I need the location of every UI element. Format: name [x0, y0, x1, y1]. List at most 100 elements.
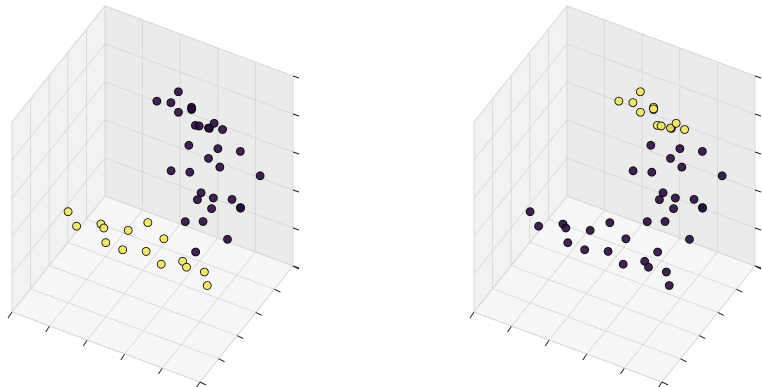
- point: [204, 123, 213, 133]
- tick-mark: [754, 113, 762, 117]
- point: [99, 223, 109, 233]
- point: [196, 188, 206, 198]
- point: [194, 121, 204, 131]
- grid-line: [124, 237, 219, 355]
- point: [698, 203, 707, 213]
- tick-mark: [736, 288, 743, 293]
- grid-line: [11, 195, 106, 313]
- point: [689, 194, 699, 204]
- point: [173, 87, 183, 97]
- point: [182, 262, 191, 272]
- tick-mark: [658, 381, 663, 387]
- point: [255, 171, 265, 181]
- point: [614, 96, 624, 106]
- point: [671, 118, 681, 128]
- tick-mark: [199, 381, 207, 386]
- point: [118, 245, 128, 255]
- tick-mark: [7, 311, 13, 319]
- point: [208, 193, 218, 203]
- point: [658, 188, 668, 198]
- point: [642, 217, 652, 227]
- tick-mark: [82, 339, 88, 347]
- point: [223, 234, 232, 244]
- grid-line: [473, 5, 568, 123]
- point: [661, 267, 671, 277]
- point: [143, 218, 153, 228]
- tick-mark: [157, 367, 163, 375]
- point: [235, 146, 245, 156]
- tick-mark: [754, 265, 762, 269]
- tick-mark: [469, 311, 475, 319]
- point: [227, 194, 237, 204]
- grid-line: [86, 218, 275, 290]
- grid-line: [11, 119, 106, 237]
- point: [184, 140, 194, 150]
- tick-mark: [218, 358, 225, 363]
- grid-line: [473, 119, 568, 237]
- point: [618, 259, 628, 269]
- grid-line: [104, 5, 294, 77]
- grid-line: [11, 43, 106, 161]
- tick-mark: [120, 353, 126, 361]
- grid-line: [473, 157, 568, 275]
- tick-mark: [754, 151, 762, 155]
- point: [646, 140, 656, 150]
- tick-mark: [717, 311, 725, 316]
- point: [628, 166, 638, 176]
- point: [166, 166, 176, 176]
- tick-mark: [680, 358, 687, 363]
- point: [717, 171, 727, 181]
- tick-mark: [196, 381, 201, 387]
- grid-line: [104, 81, 294, 153]
- point: [525, 207, 535, 217]
- grid-line: [104, 43, 294, 115]
- grid-line: [11, 311, 201, 383]
- grid-line: [548, 223, 643, 341]
- point: [152, 96, 162, 106]
- tick-mark: [274, 288, 281, 293]
- point: [603, 247, 613, 256]
- grid-line: [199, 265, 294, 383]
- point: [561, 223, 571, 233]
- panel: [7, 4, 300, 387]
- point: [680, 125, 689, 134]
- point: [187, 104, 196, 114]
- point: [199, 267, 209, 277]
- grid-line: [473, 81, 568, 199]
- point: [101, 238, 111, 248]
- point: [621, 234, 631, 244]
- grid-line: [492, 288, 681, 360]
- point: [207, 204, 216, 214]
- tick-mark: [292, 227, 300, 231]
- tick-mark: [255, 311, 263, 316]
- point: [166, 98, 176, 107]
- point: [653, 247, 663, 257]
- point: [63, 207, 73, 217]
- point: [72, 221, 82, 231]
- point: [198, 217, 208, 226]
- point: [213, 144, 223, 154]
- tick-mark: [661, 381, 669, 386]
- point: [628, 98, 638, 107]
- tick-mark: [45, 325, 51, 333]
- tick-mark: [292, 75, 300, 79]
- grid-line: [473, 195, 568, 313]
- point: [669, 204, 678, 214]
- point: [236, 203, 245, 213]
- point: [563, 238, 573, 248]
- tick-mark: [236, 335, 244, 340]
- grid-line: [30, 288, 219, 360]
- grid-line: [566, 81, 756, 153]
- point: [159, 234, 169, 244]
- grid-line: [548, 218, 737, 290]
- point: [191, 247, 201, 257]
- panel: [469, 4, 762, 387]
- point: [580, 245, 590, 255]
- tick-mark: [544, 339, 550, 347]
- point: [123, 225, 133, 235]
- point: [193, 195, 202, 205]
- point: [644, 262, 653, 272]
- point: [647, 167, 657, 177]
- tick-mark: [292, 265, 300, 269]
- point: [656, 121, 666, 131]
